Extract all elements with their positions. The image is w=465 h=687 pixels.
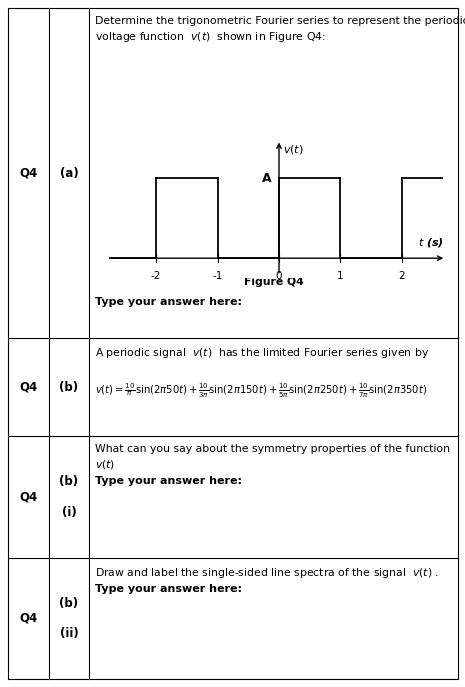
- Text: Type your answer here:: Type your answer here:: [95, 476, 242, 486]
- Text: Type your answer here:: Type your answer here:: [95, 297, 242, 307]
- Text: $t$ (s): $t$ (s): [418, 236, 444, 249]
- Text: Determine the trigonometric Fourier series to represent the periodic: Determine the trigonometric Fourier seri…: [95, 16, 465, 27]
- Text: (b): (b): [60, 381, 79, 394]
- Text: -1: -1: [213, 271, 223, 281]
- Text: $v(t)$: $v(t)$: [95, 458, 115, 471]
- Text: Q4: Q4: [20, 612, 38, 624]
- Text: (a): (a): [60, 167, 79, 179]
- Text: Figure Q4: Figure Q4: [244, 277, 304, 286]
- Text: Q4: Q4: [20, 167, 38, 179]
- Text: Q4: Q4: [20, 381, 38, 394]
- Text: Draw and label the single-sided line spectra of the signal  $v(t)$ .: Draw and label the single-sided line spe…: [95, 566, 439, 580]
- Text: A periodic signal  $v(t)$  has the limited Fourier series given by: A periodic signal $v(t)$ has the limited…: [95, 346, 429, 359]
- Text: $v(t) = \frac{10}{\pi}\sin(2\pi 50t) + \frac{10}{3\pi}\sin(2\pi 150t) + \frac{10: $v(t) = \frac{10}{\pi}\sin(2\pi 50t) + \…: [95, 381, 427, 400]
- Text: 0: 0: [276, 271, 282, 281]
- Text: A: A: [262, 172, 272, 185]
- Text: voltage function  $v(t)$  shown in Figure Q4:: voltage function $v(t)$ shown in Figure …: [95, 30, 326, 44]
- Text: -2: -2: [151, 271, 161, 281]
- Text: (b): (b): [60, 597, 79, 609]
- Text: 1: 1: [337, 271, 344, 281]
- Text: What can you say about the symmetry properties of the function: What can you say about the symmetry prop…: [95, 444, 450, 455]
- Text: (ii): (ii): [60, 627, 79, 640]
- Text: $v(t)$: $v(t)$: [283, 143, 304, 156]
- Text: Type your answer here:: Type your answer here:: [95, 584, 242, 594]
- Text: (i): (i): [62, 506, 76, 519]
- Text: Q4: Q4: [20, 491, 38, 504]
- Text: 2: 2: [399, 271, 405, 281]
- Text: (b): (b): [60, 475, 79, 488]
